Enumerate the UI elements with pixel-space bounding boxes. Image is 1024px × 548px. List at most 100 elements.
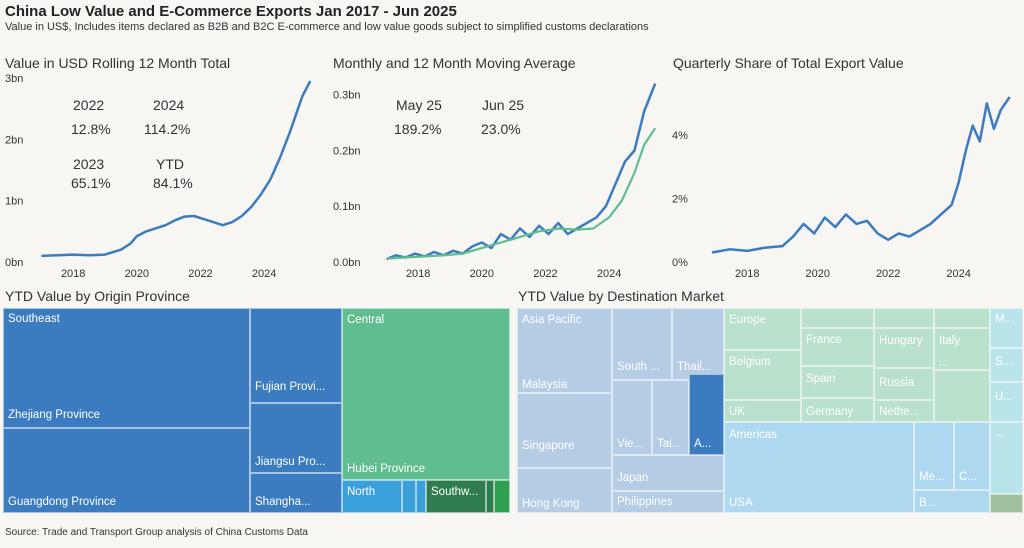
tm-zhejiang-label: Zhejiang Province bbox=[8, 409, 101, 421]
tm-americas-label: Americas bbox=[729, 429, 777, 441]
tm-north[interactable]: North bbox=[342, 480, 402, 513]
tm-spain-label: Spain bbox=[806, 373, 836, 385]
tm-south-label: South ... bbox=[617, 361, 660, 373]
chart3-xtick-label: 2024 bbox=[946, 268, 970, 280]
tm-central-label: Central bbox=[347, 314, 385, 326]
tm-europe-small[interactable] bbox=[934, 370, 990, 422]
chart1-xtick-label: 2018 bbox=[61, 268, 85, 280]
tm-m[interactable]: M... bbox=[990, 308, 1023, 348]
tm-italy[interactable]: Italy... bbox=[934, 328, 990, 370]
chart1-title: Value in USD Rolling 12 Month Total bbox=[5, 55, 231, 71]
tm-s-label: S... bbox=[995, 356, 1013, 368]
kpi-ytd-value: 84.1% bbox=[153, 175, 193, 191]
chart1-xtick-label: 2024 bbox=[252, 268, 276, 280]
tm-germany[interactable]: Germany bbox=[801, 398, 874, 422]
tm-shanghai[interactable]: Shangha... bbox=[250, 473, 342, 513]
tm-c-label: C... bbox=[959, 471, 977, 483]
tm-europe-label: Europe bbox=[729, 314, 767, 326]
tm-thai-label: Thail... bbox=[677, 361, 712, 373]
tm-fujian[interactable]: Fujian Provi... bbox=[250, 308, 342, 403]
chart2-xtick-label: 2020 bbox=[470, 268, 494, 280]
tm-hong-kong[interactable]: Hong Kong bbox=[517, 468, 612, 513]
tm-zhejiang[interactable]: Zhejiang Province bbox=[3, 402, 250, 428]
kpi-2022-label: 2022 bbox=[73, 97, 105, 113]
page-subtitle: Value in US$, Includes items declared as… bbox=[5, 21, 649, 33]
tm-north-label: North bbox=[347, 486, 376, 498]
tm-japan[interactable]: Japan bbox=[612, 455, 724, 491]
tm-vie-label: Vie... bbox=[617, 438, 643, 450]
tm-south[interactable]: South ... bbox=[612, 308, 672, 380]
tm-b-label: B... bbox=[919, 497, 937, 509]
tm-s[interactable]: S... bbox=[990, 348, 1023, 382]
tm-asia-pacific-label: Asia Pacific bbox=[522, 314, 582, 326]
tm-thai[interactable]: Thail... bbox=[672, 308, 724, 380]
chart3-ytick-label: 0% bbox=[672, 257, 688, 269]
tm-singapore-label: Singapore bbox=[522, 440, 575, 452]
chart2-ytick-label: 0.0bn bbox=[333, 257, 361, 269]
tm-jiangsu[interactable]: Jiangsu Pro... bbox=[250, 403, 342, 473]
chart1-xtick-label: 2022 bbox=[188, 268, 212, 280]
tm-fujian-label: Fujian Provi... bbox=[255, 381, 326, 393]
chart3-series-line bbox=[711, 96, 1011, 254]
tm-dots2-label: ... bbox=[995, 427, 1005, 439]
tm-italy-label: Italy bbox=[939, 335, 961, 347]
tm-north-2[interactable] bbox=[402, 480, 416, 513]
tm-singapore[interactable]: Singapore bbox=[517, 393, 612, 468]
tm-central[interactable]: Central Hubei Province bbox=[342, 308, 510, 480]
tm-asia-pacific[interactable]: Asia Pacific Malaysia bbox=[517, 308, 612, 393]
chart2-xtick-label: 2018 bbox=[406, 268, 430, 280]
tm-southeast-label: Southeast bbox=[8, 313, 60, 325]
chart2-ytick-label: 0.1bn bbox=[333, 201, 361, 213]
tm-a[interactable]: A... bbox=[689, 374, 724, 455]
tm-dots1-label: ... bbox=[939, 357, 949, 369]
tm-belgium[interactable]: Belgium bbox=[724, 350, 801, 400]
source-note: Source: Trade and Transport Group analys… bbox=[5, 527, 308, 538]
tm-tai[interactable]: Tai... bbox=[652, 380, 689, 455]
tm-europe-other-3[interactable] bbox=[934, 308, 990, 328]
tm-uk-label: UK bbox=[729, 406, 745, 418]
tm-north-3[interactable] bbox=[416, 480, 426, 513]
tm-c[interactable]: C... bbox=[954, 422, 990, 490]
tm-philippines-label: Philippines bbox=[617, 496, 673, 508]
chart3-ytick-label: 2% bbox=[672, 194, 688, 206]
tm-europe-other[interactable] bbox=[801, 308, 874, 328]
chart1-ytick-label: 1bn bbox=[5, 196, 23, 208]
tm-me[interactable]: Me... bbox=[914, 422, 954, 490]
tm-southwest[interactable]: Southw... bbox=[426, 480, 486, 513]
kpi-ytd-label: YTD bbox=[156, 156, 184, 172]
tm-southwest-2[interactable] bbox=[486, 480, 494, 513]
chart2-title: Monthly and 12 Month Moving Average bbox=[333, 55, 576, 71]
tm-other-teal[interactable]: ... bbox=[990, 422, 1023, 494]
tm-guangdong-label: Guangdong Province bbox=[8, 496, 117, 508]
tm-a-label: A... bbox=[694, 438, 712, 450]
tm-philippines[interactable]: Philippines bbox=[612, 491, 724, 513]
tm-b[interactable]: B... bbox=[914, 490, 990, 513]
chart1-ytick-label: 2bn bbox=[5, 134, 23, 146]
tm-france[interactable]: France bbox=[801, 328, 874, 366]
tm-hungary[interactable]: Hungary bbox=[874, 328, 934, 368]
tm-netherlands[interactable]: Nethe... bbox=[874, 400, 934, 422]
tm-m-label: M... bbox=[995, 313, 1015, 325]
kpi-may25-value: 189.2% bbox=[394, 121, 442, 137]
chart3-xtick-label: 2020 bbox=[805, 268, 829, 280]
tm-u[interactable]: U... bbox=[990, 382, 1023, 422]
tm-europe-other-2[interactable] bbox=[874, 308, 934, 328]
tm-americas[interactable]: Americas USA bbox=[724, 422, 914, 513]
kpi-2023-label: 2023 bbox=[73, 156, 105, 172]
treemap-destination: Asia Pacific Malaysia Singapore Hong Kong… bbox=[517, 308, 1023, 513]
tm-russia[interactable]: Russia bbox=[874, 368, 934, 400]
tm-other-olive[interactable] bbox=[990, 494, 1023, 513]
tm-spain[interactable]: Spain bbox=[801, 366, 874, 398]
kpi-2024-value: 114.2% bbox=[144, 121, 191, 137]
tm-europe[interactable]: Europe bbox=[724, 308, 801, 350]
tm-me-label: Me... bbox=[919, 471, 945, 483]
tm-jiangsu-label: Jiangsu Pro... bbox=[255, 456, 326, 468]
tm-japan-label: Japan bbox=[617, 472, 649, 484]
tm-vie[interactable]: Vie... bbox=[612, 380, 652, 455]
tm-guangdong[interactable]: Guangdong Province bbox=[3, 428, 250, 513]
tm-other-green[interactable] bbox=[494, 480, 510, 513]
kpi-2024-label: 2024 bbox=[153, 97, 185, 113]
chart3-title: Quarterly Share of Total Export Value bbox=[673, 55, 904, 71]
tm-uk[interactable]: UK bbox=[724, 400, 801, 422]
